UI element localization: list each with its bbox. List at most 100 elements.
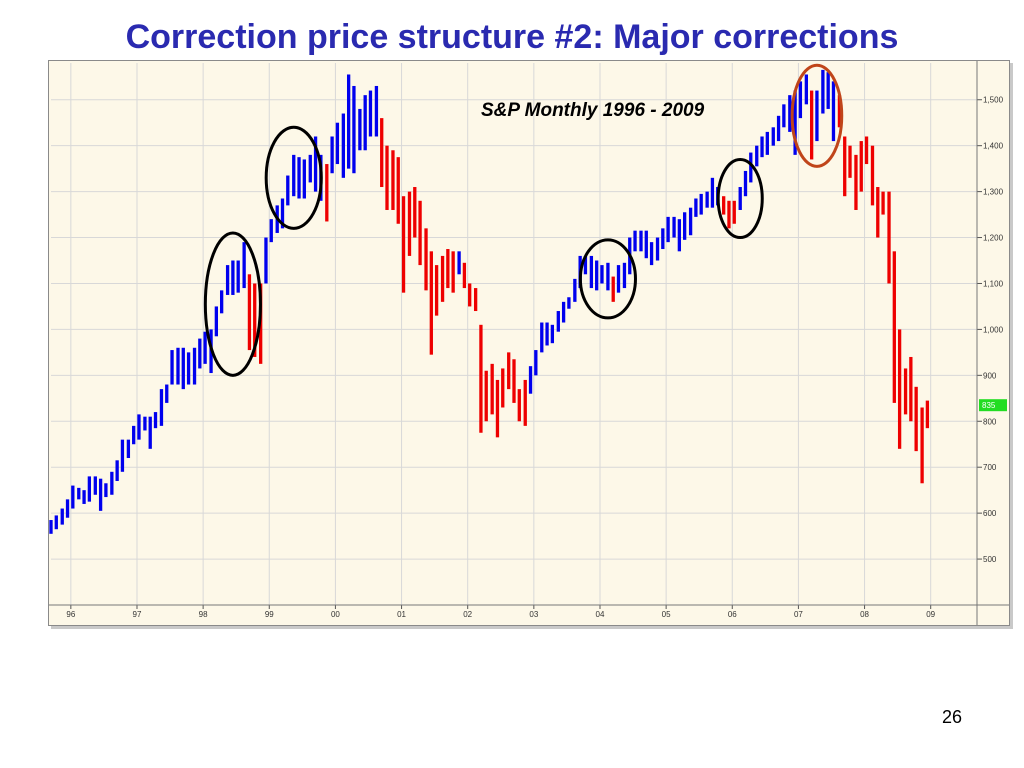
price-bar: [335, 122, 340, 165]
price-bar: [391, 150, 395, 210]
price-bar: [302, 159, 306, 199]
price-bar: [457, 251, 461, 275]
price-bar: [490, 363, 494, 415]
price-bar: [600, 265, 604, 284]
price-bar: [887, 191, 891, 284]
price-bar: [313, 136, 318, 192]
price-bar: [583, 255, 588, 275]
price-bar: [749, 152, 753, 183]
price-bar: [440, 255, 445, 302]
price-bar: [330, 136, 334, 174]
price-bar: [920, 407, 924, 484]
price-bar: [507, 352, 511, 390]
correction-circle: [203, 231, 262, 377]
x-tick-label: 08: [860, 610, 869, 619]
last-price-badge: [979, 399, 1007, 412]
price-bar: [181, 347, 185, 390]
price-bar: [639, 230, 643, 252]
price-bar: [82, 490, 86, 504]
price-bar: [611, 276, 615, 302]
price-bar: [308, 154, 312, 183]
price-bar: [870, 145, 875, 206]
price-bar: [104, 483, 108, 498]
price-bar: [192, 347, 197, 385]
price-bar: [848, 145, 852, 178]
y-tick-label: 1,300: [983, 188, 1004, 197]
price-bar: [225, 265, 230, 295]
price-bar: [765, 131, 769, 155]
price-bar: [732, 200, 736, 224]
price-bar: [479, 324, 483, 433]
price-bar: [280, 198, 285, 229]
price-bar: [755, 145, 759, 167]
axes-layer: 1,500 1,400 1,300 1,200 1,100 1,000 900 800 700 6…: [49, 61, 1009, 625]
price-bar: [242, 242, 246, 289]
x-tick-label: 99: [265, 610, 274, 619]
y-tick-label: 500: [983, 555, 997, 564]
price-bar: [60, 508, 64, 525]
price-bar: [143, 416, 147, 431]
price-bar: [413, 187, 417, 238]
y-tick-label: 600: [983, 509, 997, 518]
price-bar: [909, 356, 913, 422]
price-bar: [644, 230, 648, 259]
price-bar: [782, 104, 786, 128]
price-bar: [170, 350, 174, 385]
correction-circle: [264, 125, 323, 230]
price-bar: [682, 212, 687, 240]
slide-number: 26: [941, 707, 962, 727]
price-bar: [198, 338, 202, 369]
price-bar: [176, 347, 180, 385]
price-bar: [550, 324, 555, 344]
price-bar: [876, 187, 880, 238]
price-bar: [132, 425, 136, 445]
price-bar: [743, 170, 748, 197]
sp-monthly-chart: 1,500 1,400 1,300 1,200 1,100 1,000 900 800 700 6…: [49, 61, 1009, 625]
price-bar: [396, 157, 400, 224]
x-tick-label: 09: [926, 610, 935, 619]
price-bar: [545, 322, 549, 346]
price-bar: [468, 283, 472, 307]
price-bar: [385, 145, 389, 210]
price-bar: [843, 136, 847, 197]
circles-layer: [203, 63, 844, 377]
price-bar: [380, 118, 384, 188]
correction-circle: [716, 157, 764, 240]
price-bar: [462, 262, 467, 289]
price-bar: [165, 384, 169, 403]
price-bar: [297, 157, 301, 199]
price-bar: [914, 386, 918, 452]
price-bar: [517, 389, 521, 422]
x-tick-label: 02: [463, 610, 472, 619]
price-bar: [115, 460, 119, 481]
y-tick-label: 1,100: [983, 279, 1004, 288]
price-bar: [556, 311, 560, 332]
price-bar: [49, 520, 53, 534]
x-tick-label: 05: [662, 610, 671, 619]
price-bar: [616, 265, 621, 293]
price-bar: [567, 297, 571, 309]
price-bar: [87, 476, 92, 502]
x-tick-label: 97: [133, 610, 142, 619]
y-tick-label: 1,000: [983, 325, 1004, 334]
x-tick-label: 06: [728, 610, 737, 619]
price-bar: [434, 265, 439, 316]
price-bar: [688, 207, 693, 236]
price-bar: [148, 416, 152, 449]
price-bar: [374, 85, 379, 137]
price-bar: [633, 230, 637, 252]
price-bar: [159, 389, 164, 426]
price-bar: [705, 191, 709, 208]
price-bar: [231, 260, 235, 295]
price-bar: [253, 283, 257, 357]
x-tick-label: 98: [199, 610, 208, 619]
price-bar: [534, 350, 538, 376]
price-bar: [694, 198, 698, 217]
price-bar: [897, 329, 902, 449]
price-bar: [722, 196, 726, 215]
price-bar: [71, 485, 75, 509]
price-bar: [925, 400, 930, 429]
price-bar: [358, 108, 362, 151]
price-bar: [352, 85, 356, 174]
price-bar: [110, 471, 114, 495]
